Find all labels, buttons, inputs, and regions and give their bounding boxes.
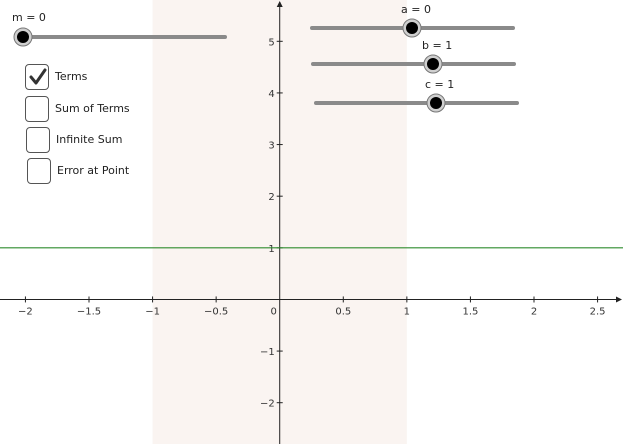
x-axis-arrow xyxy=(616,296,622,303)
checkbox-error-at-point-label: Error at Point xyxy=(57,164,130,177)
x-tick-label: −0.5 xyxy=(204,306,228,317)
checkbox-terms-box[interactable] xyxy=(25,64,49,90)
checkbox-error-at-point-box[interactable] xyxy=(27,158,51,184)
checkbox-sum-of-terms-box[interactable] xyxy=(25,96,49,122)
y-tick-label: 1 xyxy=(268,244,274,255)
checkbox-infinite-sum-label: Infinite Sum xyxy=(56,133,123,146)
x-tick-label: −1.5 xyxy=(77,306,101,317)
x-ticks: −2 −1.5 −1 −0.5 0.5 1 1.5 2 2.5 xyxy=(18,296,606,317)
x-tick-label: −1 xyxy=(145,306,160,317)
slider-c[interactable] xyxy=(314,93,519,113)
origin-label: 0 xyxy=(271,306,277,317)
y-tick-label: 4 xyxy=(268,89,274,100)
slider-a[interactable] xyxy=(310,18,515,38)
y-axis-arrow xyxy=(276,1,283,7)
checkbox-terms-label: Terms xyxy=(55,70,88,83)
y-tick-label: 3 xyxy=(268,141,274,152)
slider-b-knob[interactable] xyxy=(427,58,439,70)
slider-m-knob[interactable] xyxy=(17,31,29,43)
x-tick-label: 0.5 xyxy=(335,306,351,317)
x-tick-label: 2 xyxy=(531,306,537,317)
slider-c-label: c = 1 xyxy=(425,78,455,91)
slider-a-label: a = 0 xyxy=(401,3,431,16)
checkbox-infinite-sum-box[interactable] xyxy=(26,127,50,153)
slider-b[interactable] xyxy=(311,54,516,74)
x-tick-label: −2 xyxy=(18,306,33,317)
checkbox-sum-of-terms-label: Sum of Terms xyxy=(55,102,130,115)
y-tick-label: −1 xyxy=(260,347,275,358)
slider-m[interactable] xyxy=(13,27,227,47)
x-tick-label: 2.5 xyxy=(590,306,606,317)
slider-a-knob[interactable] xyxy=(406,22,418,34)
checkmark-icon xyxy=(29,68,47,85)
slider-m-label: m = 0 xyxy=(12,11,46,24)
slider-c-knob[interactable] xyxy=(430,97,442,109)
y-tick-label: −2 xyxy=(260,399,275,410)
slider-b-label: b = 1 xyxy=(422,39,453,52)
y-tick-label: 5 xyxy=(268,37,274,48)
y-tick-label: 2 xyxy=(268,192,274,203)
x-tick-label: 1 xyxy=(404,306,410,317)
x-tick-label: 1.5 xyxy=(462,306,478,317)
